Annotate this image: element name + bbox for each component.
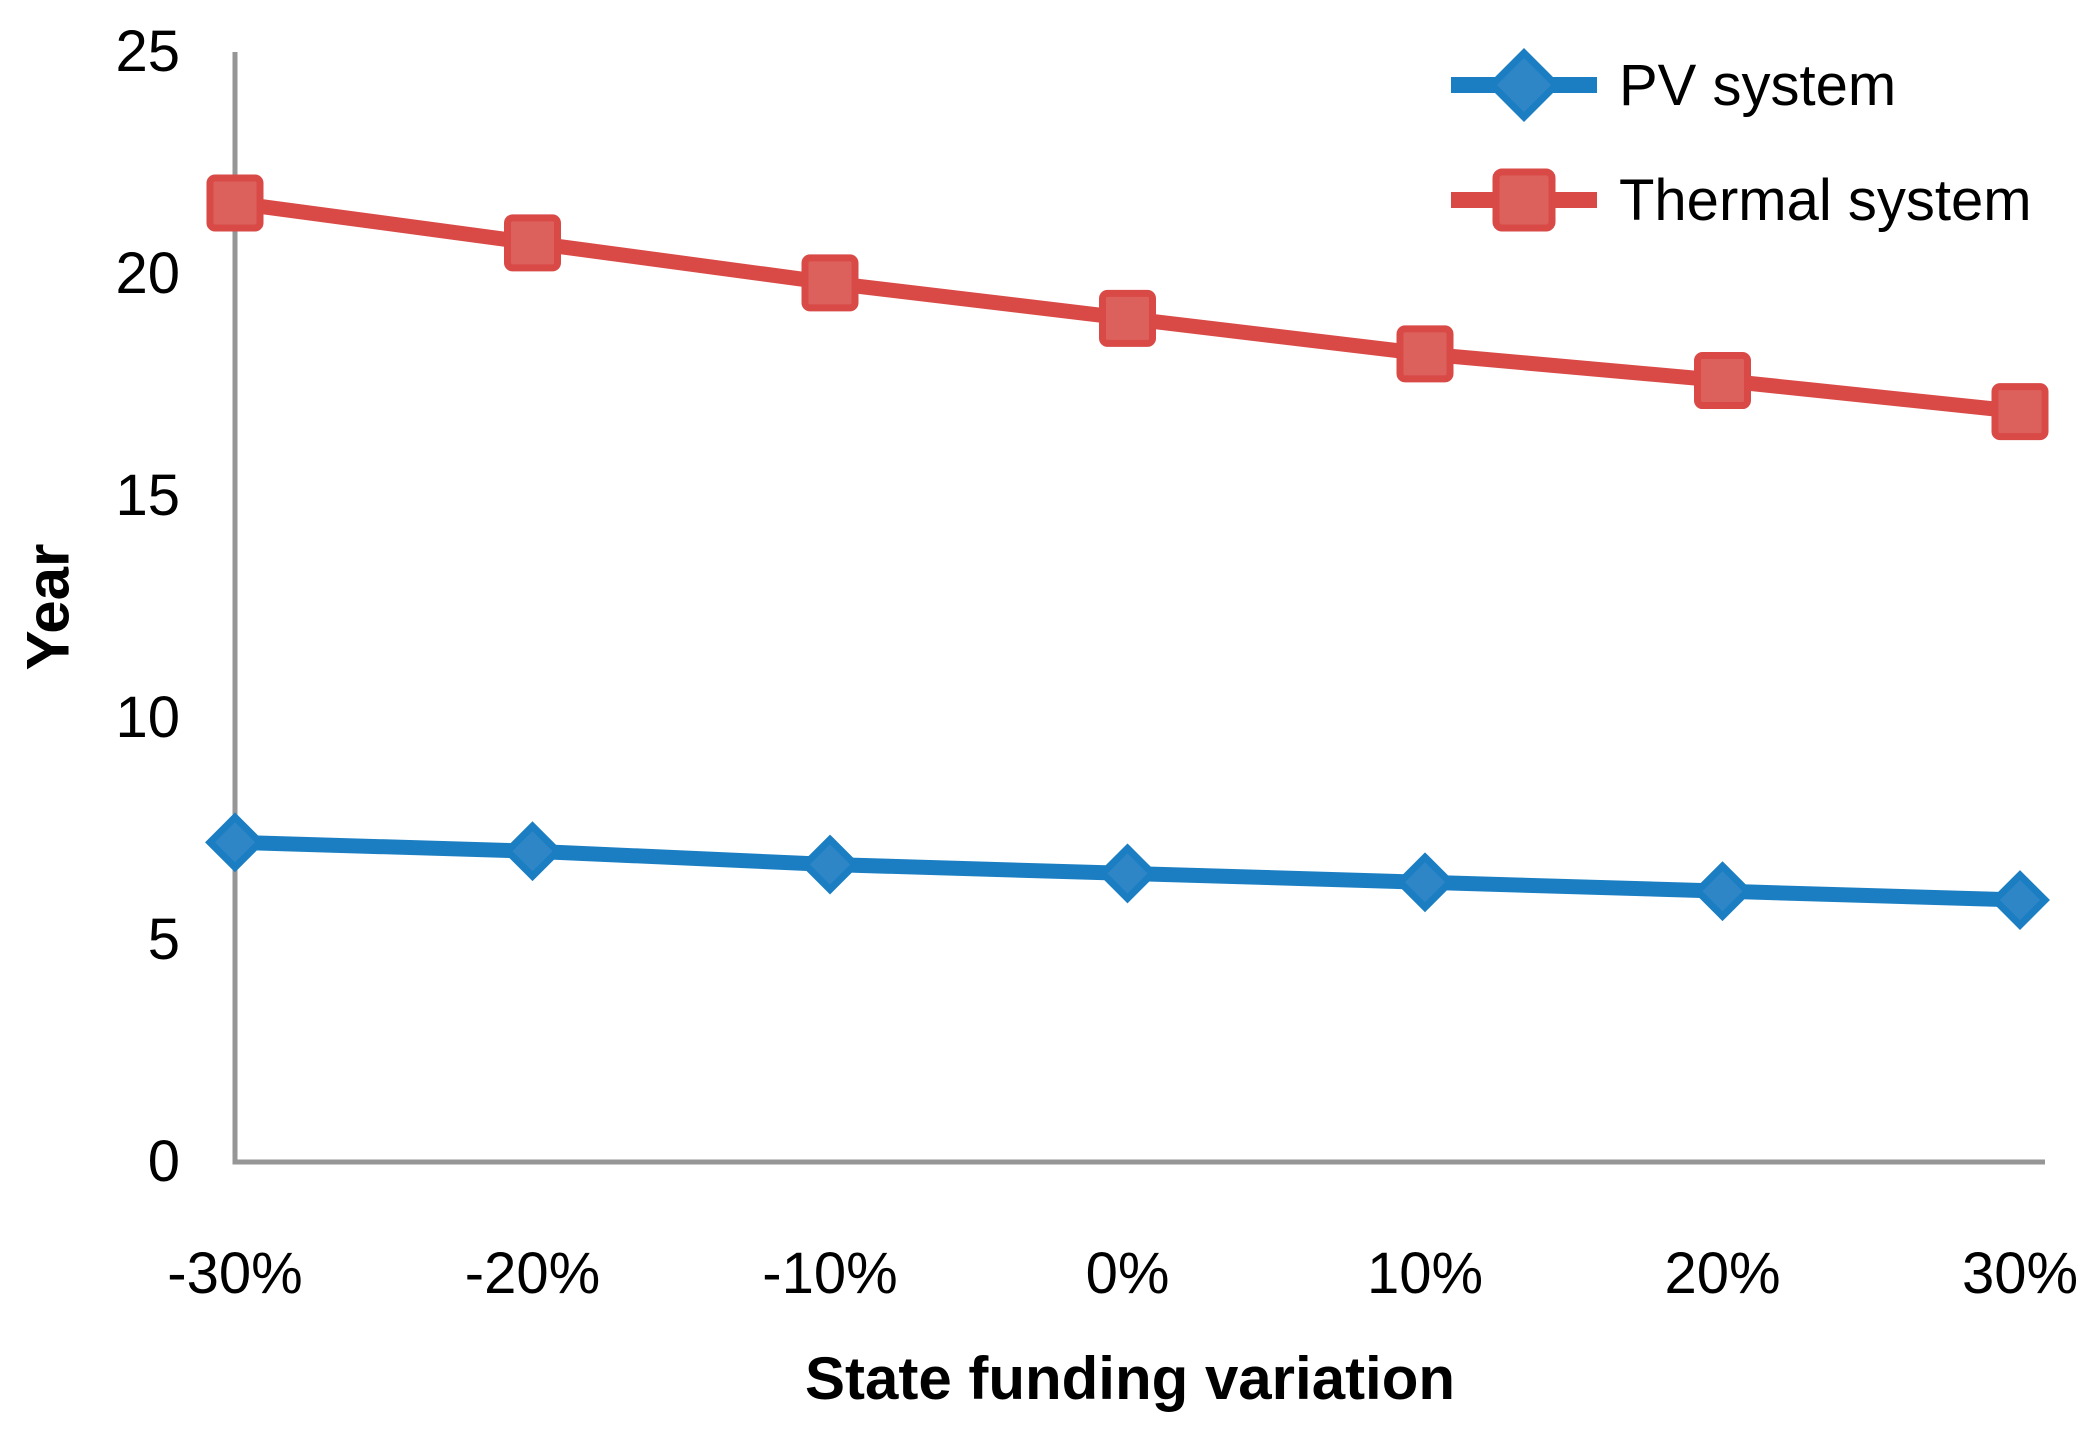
marker-pv-system-10- xyxy=(1395,852,1455,913)
y-tick-label-15: 15 xyxy=(115,463,180,528)
marker-pv-system-20- xyxy=(1692,861,1753,922)
thermal-system-legend-marker-icon xyxy=(1451,168,1597,232)
x-tick-label-20-: 20% xyxy=(1664,1241,1781,1306)
x-tick-label--20-: -20% xyxy=(464,1241,601,1306)
x-axis-title: State funding variation xyxy=(804,1345,1456,1412)
x-tick-label-30-: 30% xyxy=(1961,1241,2079,1306)
marker-thermal-system--10- xyxy=(801,254,859,312)
y-tick-label-25: 25 xyxy=(115,19,180,84)
marker-thermal-system--30- xyxy=(206,174,264,232)
axis-lines xyxy=(232,52,2045,1165)
pv-system-legend-marker-icon xyxy=(1451,48,1597,122)
marker-thermal-system-30- xyxy=(1991,383,2049,441)
y-tick-label-20: 20 xyxy=(115,241,180,306)
marker-thermal-system-10- xyxy=(1396,325,1454,383)
marker-pv-system-30- xyxy=(1990,870,2050,930)
marker-pv-system--10- xyxy=(800,834,860,895)
x-tick-label--10-: -10% xyxy=(762,1241,898,1306)
marker-pv-system--30- xyxy=(205,812,265,873)
marker-pv-system--20- xyxy=(502,821,563,882)
marker-pv-system-0- xyxy=(1097,843,1158,904)
marker-thermal-system-0- xyxy=(1099,289,1156,347)
x-tick-label-0-: 0% xyxy=(1085,1241,1170,1306)
y-tick-label-10: 10 xyxy=(115,685,180,750)
y-tick-label-5: 5 xyxy=(147,907,180,972)
legend-label-pv-system: PV system xyxy=(1619,52,1897,118)
legend-label-thermal-system: Thermal system xyxy=(1619,167,2032,233)
x-tick-label-10-: 10% xyxy=(1366,1241,1484,1306)
x-tick-label--30-: -30% xyxy=(167,1241,303,1306)
legend-item-thermal-system: Thermal system xyxy=(1449,160,2032,240)
marker-thermal-system--20- xyxy=(504,214,561,272)
marker-thermal-system-20- xyxy=(1694,352,1751,410)
y-tick-label-0: 0 xyxy=(147,1129,180,1194)
legend-item-pv-system: PV system xyxy=(1449,45,1896,125)
y-axis-title: Year xyxy=(14,543,82,671)
